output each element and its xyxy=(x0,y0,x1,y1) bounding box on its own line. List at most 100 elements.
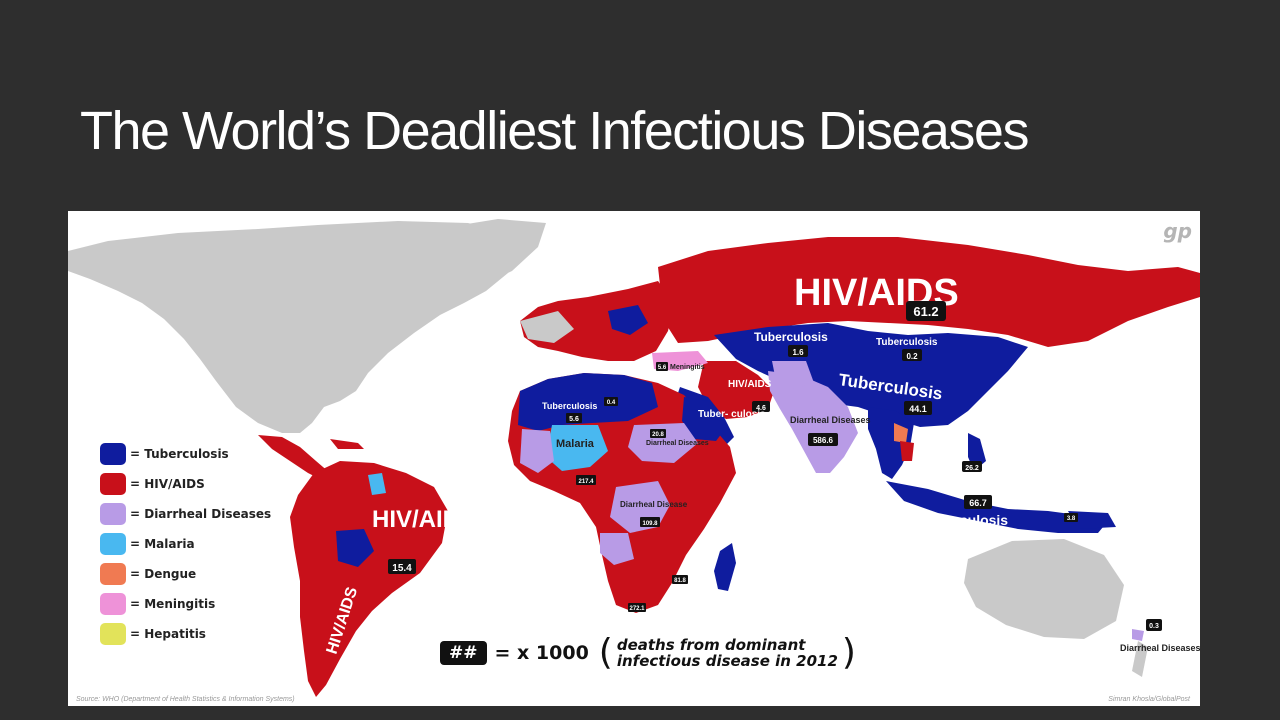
svg-text:0.2: 0.2 xyxy=(906,352,918,361)
world-map: HIV/AIDS 61.2 Tuberculosis 1.6 Tuberculo… xyxy=(68,211,1200,706)
greenland xyxy=(436,219,546,285)
mongolia-disease-label: Tuberculosis xyxy=(876,337,938,348)
caribbean xyxy=(330,439,364,449)
svg-text:20.8: 20.8 xyxy=(652,432,664,438)
svg-text:26.2: 26.2 xyxy=(965,465,979,472)
legend-item: = HIV/AIDS xyxy=(100,469,271,499)
philippines-value-badge: 26.2 xyxy=(962,461,982,472)
map-svg: HIV/AIDS 61.2 Tuberculosis 1.6 Tuberculo… xyxy=(68,219,1200,697)
svg-text:4.6: 4.6 xyxy=(756,405,766,412)
legend-swatch xyxy=(100,533,126,555)
west-africa-diarrheal xyxy=(520,429,554,473)
legend-item: = Hepatitis xyxy=(100,619,271,649)
indonesia-disease-label: Tuberculosis xyxy=(922,512,1008,528)
east-africa-disease-label: Tuber- culosis xyxy=(698,409,766,420)
north-africa-value-badge: 5.6 xyxy=(566,413,582,423)
legend-label: = Malaria xyxy=(130,537,195,551)
turkey-disease-label: Meningitis xyxy=(670,364,705,371)
legend-label: = Dengue xyxy=(130,567,197,581)
indonesia-value-badge: 66.7 xyxy=(964,495,992,509)
madagascar xyxy=(714,543,736,591)
russia xyxy=(658,237,1200,347)
legend-item: = Meningitis xyxy=(100,589,271,619)
legend-label: = Tuberculosis xyxy=(130,447,229,461)
legend-item: = Diarrheal Diseases xyxy=(100,499,271,529)
svg-text:586.6: 586.6 xyxy=(813,436,834,445)
svg-text:0.4: 0.4 xyxy=(607,400,616,406)
png-area xyxy=(1068,511,1116,529)
legend: = Tuberculosis = HIV/AIDS = Diarrheal Dise… xyxy=(100,439,271,649)
china-value-badge: 44.1 xyxy=(904,401,932,415)
svg-text:81.8: 81.8 xyxy=(674,578,686,584)
india-disease-label: Diarrheal Diseases xyxy=(790,415,871,425)
svg-text:66.7: 66.7 xyxy=(969,498,987,508)
svg-text:44.1: 44.1 xyxy=(909,404,927,414)
afghanistan xyxy=(772,361,814,389)
legend-label: = Diarrheal Diseases xyxy=(130,507,272,521)
nigeria-value-badge: 217.4 xyxy=(576,475,596,485)
legend-item: = Tuberculosis xyxy=(100,439,271,469)
india xyxy=(768,371,858,473)
svg-text:15.4: 15.4 xyxy=(392,563,412,574)
key-badge: ## xyxy=(440,641,487,665)
key-close-paren: ) xyxy=(841,632,856,673)
legend-swatch xyxy=(100,593,126,615)
legend-item: = Dengue xyxy=(100,559,271,589)
indonesia xyxy=(886,481,1108,533)
turkey-value-badge: 5.6 xyxy=(656,362,668,371)
svg-text:3.8: 3.8 xyxy=(1067,516,1076,522)
angola-diarrheal xyxy=(600,533,634,565)
legend-swatch xyxy=(100,623,126,645)
drc-disease-label: Diarrheal Disease xyxy=(620,500,688,509)
legend-item: = Malaria xyxy=(100,529,271,559)
value-key: ## = x 1000 ( deaths from dominant infec… xyxy=(440,635,856,671)
russia-value-badge: 61.2 xyxy=(906,301,946,321)
nz-island-disease-label: Diarrheal Diseases xyxy=(1120,643,1200,653)
north-africa-disease-label: Tuberculosis xyxy=(542,401,597,411)
brazil-malaria xyxy=(368,473,386,495)
key-note: deaths from dominant infectious disease … xyxy=(617,637,838,669)
key-note-line2: infectious disease in 2012 xyxy=(616,652,838,670)
legend-label: = Meningitis xyxy=(130,597,216,611)
south-america-disease-label: HIV/AIDS xyxy=(372,506,476,533)
australia xyxy=(964,539,1124,639)
nz-island xyxy=(1132,629,1144,641)
europe xyxy=(520,281,674,361)
west-africa-malaria xyxy=(546,425,608,471)
libya-value-badge: 0.4 xyxy=(604,397,618,406)
legend-swatch xyxy=(100,563,126,585)
legend-label: = HIV/AIDS xyxy=(130,477,205,491)
east-africa-tb xyxy=(682,397,728,441)
iran-value-badge: 4.6 xyxy=(752,401,770,412)
svg-text:5.6: 5.6 xyxy=(658,365,667,371)
key-multiplier: = x 1000 xyxy=(494,642,589,664)
slide-title: The World’s Deadliest Infectious Disease… xyxy=(80,101,1029,161)
sudan-value-badge: 20.8 xyxy=(650,429,666,438)
svg-text:61.2: 61.2 xyxy=(913,304,938,319)
drc-value-badge: 109.8 xyxy=(640,517,660,527)
mongolia-value-badge: 0.2 xyxy=(902,349,922,361)
se-asia-dengue xyxy=(894,423,908,443)
mozambique-value-badge: 81.8 xyxy=(672,575,688,584)
svg-text:5.6: 5.6 xyxy=(569,416,579,423)
europe-grey xyxy=(520,311,574,343)
credit-note: Simran Khosla/GlobalPost xyxy=(1108,696,1190,703)
iran-disease-label: HIV/AIDS xyxy=(728,379,772,390)
india-value-badge: 586.6 xyxy=(808,433,838,446)
central-america xyxy=(258,435,330,481)
kazakhstan-disease-label: Tuberculosis xyxy=(754,330,828,344)
west-africa-disease-label: Malaria xyxy=(556,438,595,450)
legend-swatch xyxy=(100,503,126,525)
south-america-value-badge: 15.4 xyxy=(388,559,416,574)
globalpost-logo: gp xyxy=(1163,219,1192,243)
svg-text:272.1: 272.1 xyxy=(629,606,645,612)
key-note-line1: deaths from dominant xyxy=(616,636,806,654)
europe-tb xyxy=(608,305,648,335)
sudan-disease-label: Diarrheal Diseases xyxy=(646,440,709,447)
source-note: Source: WHO (Department of Health Statis… xyxy=(76,696,295,703)
new-zealand xyxy=(1132,641,1148,677)
svg-text:217.4: 217.4 xyxy=(578,479,594,485)
kazakhstan-value-badge: 1.6 xyxy=(788,345,808,357)
svg-text:109.8: 109.8 xyxy=(642,521,658,527)
